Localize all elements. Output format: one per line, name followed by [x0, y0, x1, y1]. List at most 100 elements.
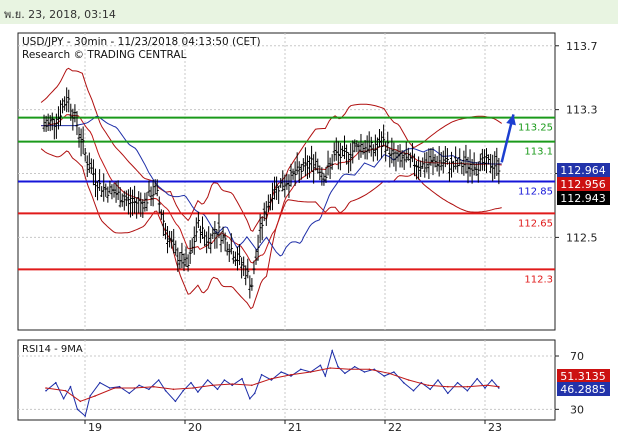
rsi-point: [216, 388, 219, 391]
ohlc-bar: [135, 197, 139, 219]
ohlc-bar: [367, 131, 371, 154]
ohlc-bar: [54, 113, 58, 139]
ohlc-bar: [178, 252, 182, 270]
ohlc-bar: [427, 148, 431, 180]
rsi-point: [253, 392, 256, 395]
ohlc-bar: [421, 157, 425, 169]
rsi-ma-point: [368, 368, 371, 371]
rsi-point: [373, 368, 376, 371]
ohlc-bar: [423, 152, 427, 178]
rsi-point: [476, 377, 479, 380]
ohlc-bar: [231, 250, 235, 264]
ohlc-bar: [93, 168, 97, 198]
rsi-point: [76, 408, 79, 411]
ohlc-bar: [52, 118, 56, 140]
ohlc-bar: [476, 161, 480, 183]
ohlc-bar: [227, 244, 231, 263]
bollinger-lower-line: [40, 148, 502, 310]
timestamp-text: พ.ย. 23, 2018, 03:14: [4, 8, 116, 21]
ohlc-bar: [365, 135, 369, 160]
rsi-point: [353, 365, 356, 368]
ohlc-bar: [161, 210, 165, 237]
rsi-point: [429, 388, 432, 391]
ohlc-bar: [363, 140, 367, 160]
ohlc-bar: [194, 217, 198, 242]
ohlc-bar: [176, 247, 180, 272]
rsi-ma-point: [290, 373, 292, 376]
price-tag: 112.943: [557, 191, 610, 205]
ohlc-bar: [495, 147, 499, 176]
rsi-ma-point: [466, 385, 469, 388]
level-label: 112.65: [518, 218, 553, 229]
ohlc-bar: [192, 226, 196, 255]
ohlc-bar: [336, 141, 340, 170]
ohlc-bar: [353, 139, 357, 153]
ohlc-bar: [277, 185, 281, 204]
ohlc-bar: [81, 126, 85, 155]
level-label: 113.1: [524, 147, 553, 158]
ohlc-bar: [431, 147, 435, 176]
ohlc-bar: [235, 246, 239, 271]
rsi-ma-point: [388, 372, 390, 375]
ohlc-bar: [108, 180, 112, 194]
ohlc-bar: [493, 151, 497, 179]
ohlc-bar: [213, 220, 217, 249]
ohlc-bar: [96, 181, 100, 201]
ohlc-bar: [312, 154, 316, 184]
ohlc-bar: [338, 142, 342, 171]
rsi-ma-point: [231, 383, 233, 385]
ohlc-bar: [201, 216, 205, 239]
ohlc-bar: [159, 209, 163, 220]
rsi-ma-point: [251, 384, 253, 387]
rsi-point: [62, 397, 65, 400]
ohlc-bar: [190, 238, 194, 254]
ohlc-bar: [145, 192, 149, 212]
ohlc-bar: [262, 202, 266, 222]
ohlc-bar: [301, 158, 305, 172]
rsi-point: [118, 385, 121, 388]
rsi-point: [84, 415, 86, 417]
rsi-point: [280, 371, 283, 373]
ohlc-bar: [464, 144, 468, 174]
ohlc-bar: [343, 135, 347, 160]
ohlc-bar: [326, 150, 330, 176]
ohlc-bar: [281, 170, 285, 192]
rsi-point: [99, 381, 101, 384]
rsi-point: [108, 387, 111, 389]
rsi-point: [223, 379, 226, 381]
rsi-y-tick-label: 30: [570, 403, 584, 416]
x-tick-label: 22: [388, 421, 402, 434]
ohlc-bar: [102, 173, 106, 202]
ohlc-bar: [415, 160, 419, 180]
ohlc-bar: [400, 150, 404, 168]
ohlc-bar: [289, 163, 293, 187]
ohlc-bar: [487, 154, 491, 165]
ohlc-bar: [295, 152, 299, 175]
ohlc-bar: [425, 151, 429, 173]
ohlc-bar: [396, 145, 400, 162]
ohlc-bar: [65, 87, 69, 113]
rsi-point: [319, 364, 322, 367]
rsi-point: [270, 379, 273, 381]
ohlc-bar: [355, 140, 359, 153]
ohlc-bar: [256, 234, 260, 261]
ohlc-bar: [388, 147, 392, 168]
ohlc-bar: [349, 143, 353, 172]
ohlc-bar: [390, 137, 394, 164]
ohlc-bar: [480, 148, 484, 171]
ohlc-bar: [369, 136, 373, 157]
rsi-value-tag: 46.2885: [557, 382, 610, 396]
price-tag-label: 112.943: [560, 192, 606, 205]
ohlc-bar: [375, 137, 379, 161]
ohlc-bar: [445, 148, 449, 165]
ohlc-bar: [242, 256, 246, 277]
price-tag-label: 112.964: [560, 164, 606, 177]
ohlc-bar: [283, 174, 287, 198]
ohlc-bar: [77, 127, 81, 148]
rsi-point: [45, 389, 47, 392]
ohlc-bar: [196, 211, 200, 229]
level-label: 112.85: [518, 187, 553, 198]
ohlc-bar: [172, 228, 176, 254]
ohlc-bar: [69, 103, 73, 121]
rsi-ma-point: [113, 387, 116, 389]
